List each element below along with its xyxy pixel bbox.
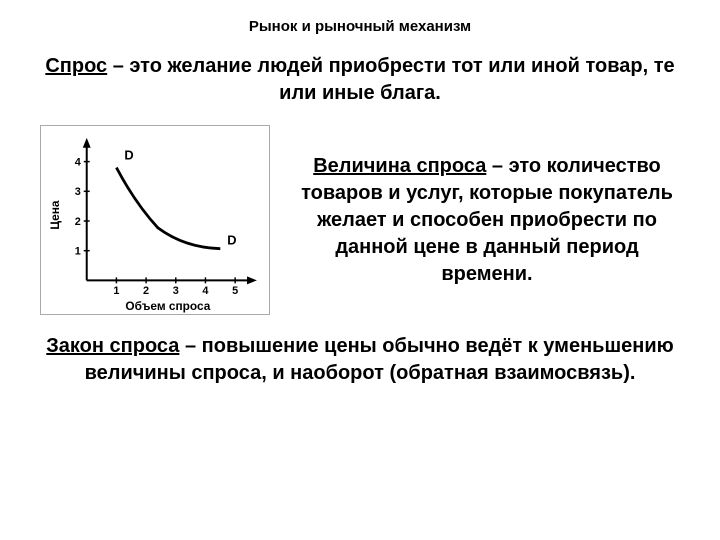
ytick-4: 4 (75, 157, 81, 169)
xtick-2: 2 (143, 285, 149, 297)
curve-label-bottom: D (227, 233, 236, 248)
middle-row: 1 2 3 4 1 2 3 4 5 (40, 125, 680, 315)
ytick-3: 3 (75, 186, 81, 198)
xtick-3: 3 (173, 285, 179, 297)
chart-svg: 1 2 3 4 1 2 3 4 5 (41, 126, 269, 314)
intro-paragraph: Спрос – это желание людей приобрести тот… (40, 53, 680, 107)
ytick-2: 2 (75, 216, 81, 228)
xtick-5: 5 (232, 285, 238, 297)
velichina-paragraph: Величина спроса – это количество товаров… (294, 153, 680, 288)
velichina-term: Величина спроса (313, 155, 486, 177)
curve-label-top: D (124, 148, 133, 163)
page-title: Рынок и рыночный механизм (40, 18, 680, 35)
intro-term: Спрос (45, 55, 107, 77)
ytick-1: 1 (75, 246, 81, 258)
intro-rest: – это желание людей приобрести тот или и… (107, 55, 675, 104)
demand-chart: 1 2 3 4 1 2 3 4 5 (40, 125, 270, 315)
law-term: Закон спроса (46, 335, 179, 357)
x-axis-label: Объем спроса (125, 299, 210, 313)
xtick-4: 4 (202, 285, 208, 297)
law-paragraph: Закон спроса – повышение цены обычно вед… (40, 333, 680, 387)
y-axis-label: Цена (48, 200, 62, 230)
xtick-1: 1 (113, 285, 119, 297)
